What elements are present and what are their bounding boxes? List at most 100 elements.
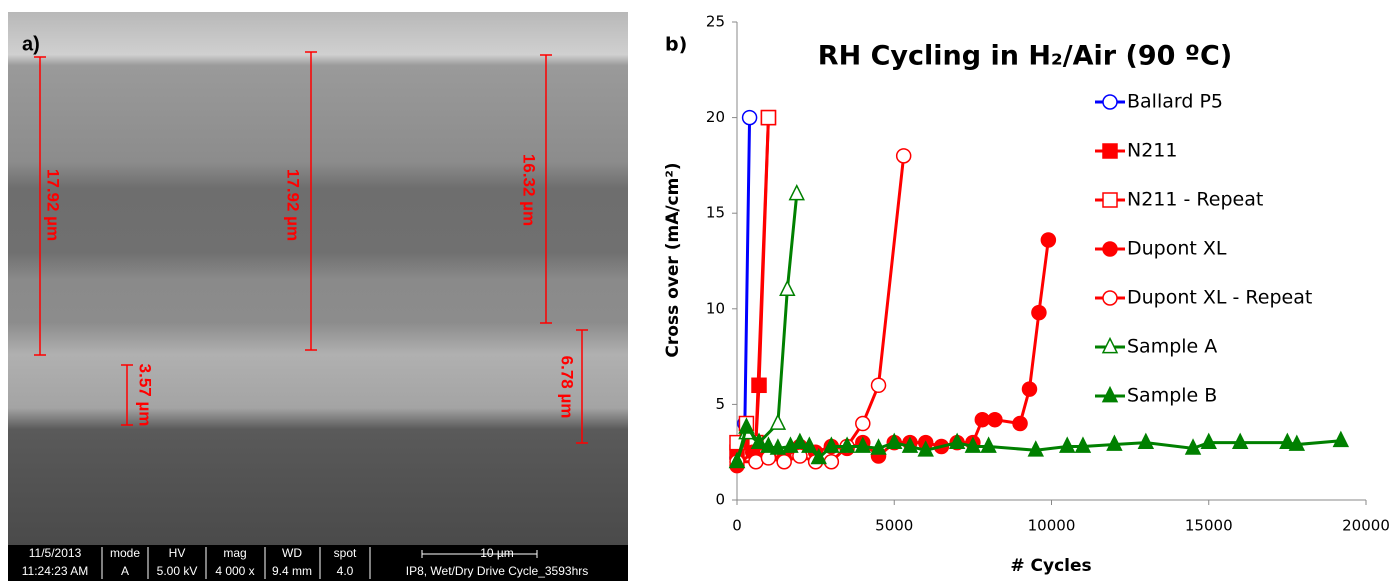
y-tick-label: 25 — [706, 13, 725, 31]
info-bottom: 5.00 kV — [157, 564, 198, 578]
legend-label: N211 - Repeat — [1127, 189, 1263, 211]
info-top: 10 µm — [480, 546, 514, 560]
marker — [964, 436, 982, 453]
measurement-label: 16.32 µm — [520, 154, 539, 226]
info-top: HV — [169, 546, 186, 560]
series-line — [735, 117, 752, 459]
marker — [1231, 432, 1249, 449]
marker — [1102, 192, 1118, 208]
measurement-label: 3.57 µm — [136, 364, 155, 427]
legend-label: Ballard P5 — [1127, 91, 1223, 113]
marker — [1106, 434, 1123, 451]
chart: b) RH Cycling in H₂/Air (90 ºC) # Cycles… — [663, 13, 1390, 577]
marker — [760, 436, 777, 453]
info-top: WD — [282, 546, 302, 560]
marker — [1040, 232, 1057, 248]
y-tick-label: 0 — [715, 491, 725, 509]
chart-title: RH Cycling in H₂/Air (90 ºC) — [818, 41, 1232, 72]
marker — [917, 440, 934, 457]
x-tick-label: 10000 — [1028, 517, 1076, 535]
x-tick-label: 20000 — [1342, 517, 1390, 535]
measurement-label: 17.92 µm — [284, 169, 303, 241]
info-top: 11/5/2013 — [29, 546, 82, 560]
marker — [1101, 336, 1119, 354]
info-bottom: 4.0 — [337, 564, 354, 578]
marker — [1288, 434, 1306, 451]
marker — [886, 432, 903, 449]
marker — [895, 148, 912, 164]
marker — [769, 413, 787, 430]
series-line — [735, 117, 770, 454]
marker — [760, 109, 777, 126]
marker — [901, 436, 919, 453]
marker — [1012, 415, 1028, 432]
measure-lines — [34, 51, 588, 444]
info-bottom: A — [121, 564, 129, 578]
legend-label: N211 — [1127, 140, 1177, 162]
info-bottom: 4 000 x — [215, 564, 254, 578]
marker — [801, 436, 818, 453]
marker — [823, 454, 840, 470]
legend-label: Sample A — [1127, 336, 1217, 358]
marker — [1279, 432, 1296, 449]
info-top: mode — [110, 546, 140, 560]
measurement-label: 6.78 µm — [558, 356, 577, 419]
marker — [1184, 438, 1202, 455]
marker — [1102, 241, 1118, 257]
marker — [769, 438, 787, 455]
marker — [741, 109, 758, 126]
marker — [1137, 432, 1155, 449]
marker — [788, 184, 805, 201]
panel-label: a) — [22, 33, 40, 55]
info-dividers — [101, 547, 538, 579]
marker — [779, 279, 796, 297]
info-top: spot — [334, 546, 357, 560]
measurement-label: 17.92 µm — [44, 169, 63, 241]
marker — [748, 454, 764, 470]
marker — [750, 432, 768, 449]
marker — [855, 415, 871, 432]
y-axis-title: Cross over (mA/cm²) — [663, 162, 683, 357]
marker — [870, 377, 887, 394]
marker — [1102, 290, 1118, 306]
sem-background — [8, 12, 628, 547]
y-tick-label: 10 — [706, 299, 725, 317]
y-tick-label: 15 — [706, 204, 725, 222]
info-bottom: 11:24:23 AM — [22, 564, 89, 578]
marker — [1332, 430, 1350, 448]
panel-label: b) — [665, 34, 687, 56]
marker — [728, 451, 746, 469]
marker — [987, 411, 1003, 428]
legend-label: Dupont XL — [1127, 238, 1227, 260]
info-bottom: 9.4 mm — [272, 564, 312, 578]
x-tick-label: 0 — [732, 517, 742, 535]
info-top: mag — [223, 546, 246, 560]
marker — [823, 436, 840, 453]
marker — [980, 436, 997, 453]
marker — [1102, 94, 1118, 110]
marker — [838, 436, 856, 453]
x-tick-label: 5000 — [875, 517, 913, 535]
x-axis-title: # Cycles — [1010, 556, 1091, 576]
y-tick-label: 20 — [706, 108, 725, 126]
sem-image: a) 17.92 µm 17.92 µm 16.32 µm 3.57 µm 6.78 µ… — [8, 12, 628, 581]
marker — [1031, 304, 1047, 321]
marker — [776, 454, 792, 470]
marker — [1059, 436, 1076, 453]
marker — [1200, 432, 1217, 449]
marker — [854, 436, 872, 453]
legend-label: Sample B — [1127, 385, 1217, 407]
marker — [1074, 436, 1092, 453]
y-tick-label: 5 — [715, 395, 725, 413]
marker — [1027, 440, 1044, 457]
marker — [810, 447, 827, 465]
marker — [1101, 385, 1119, 403]
info-bottom: IP8, Wet/Dry Drive Cycle_3593hrs — [406, 564, 589, 578]
x-tick-label: 15000 — [1185, 517, 1233, 535]
marker — [1021, 381, 1038, 397]
info-bar — [8, 545, 628, 581]
marker — [1102, 143, 1118, 159]
legend-label: Dupont XL - Repeat — [1127, 287, 1312, 309]
marker — [948, 432, 966, 449]
